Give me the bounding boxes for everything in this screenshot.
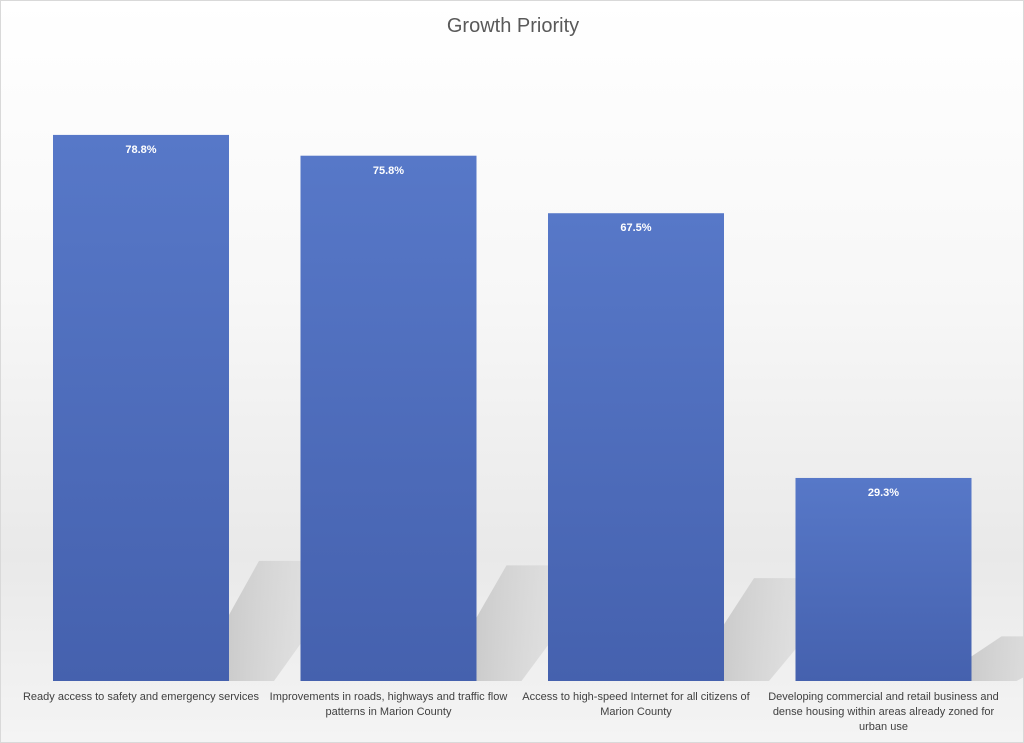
bar-value-label: 75.8% [372, 164, 405, 177]
bar-value-label: 67.5% [620, 222, 652, 235]
bar-shadow [724, 578, 799, 681]
category-label: Ready access to safety and emergency ser… [22, 691, 259, 703]
bar-shadow [971, 636, 1023, 681]
category-label: Improvements in roads, highways and traf… [269, 691, 508, 718]
bar-shadow [476, 565, 552, 681]
bar [53, 134, 229, 681]
bars [53, 134, 972, 681]
category-label: Developing commercial and retail busines… [768, 691, 999, 733]
category-label: Access to high-speed Internet for all ci… [522, 691, 750, 718]
bar [300, 155, 477, 681]
chart-title: Growth Priority [446, 15, 580, 37]
bar-value-label: 29.3% [867, 486, 900, 499]
bar-value-label: 78.8% [125, 143, 157, 156]
bar-shadow [229, 560, 304, 681]
bar [795, 477, 972, 681]
bar [548, 213, 724, 681]
bar-shadows [229, 560, 1023, 681]
